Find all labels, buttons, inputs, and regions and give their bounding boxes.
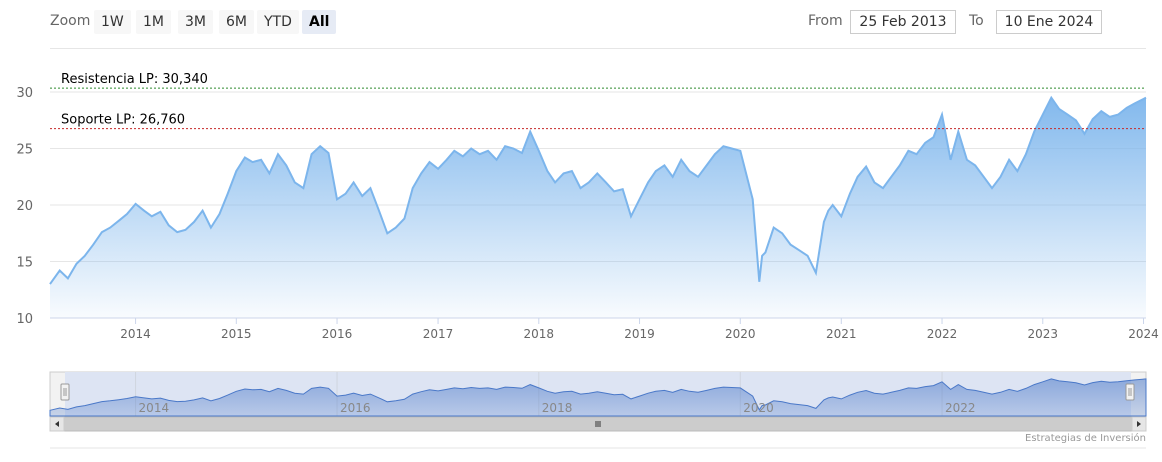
x-tick-label: 2016 bbox=[322, 327, 353, 341]
y-tick-label: 15 bbox=[16, 256, 33, 271]
price-line bbox=[49, 95, 1147, 285]
x-tick-label: 2019 bbox=[624, 327, 655, 341]
navigator-label: 2016 bbox=[340, 401, 371, 415]
x-tick-label: 2021 bbox=[826, 327, 857, 341]
from-label: From bbox=[808, 13, 843, 29]
x-tick-label: 2017 bbox=[423, 327, 454, 341]
x-tick-label: 2024 bbox=[1128, 327, 1159, 341]
y-tick-label: 25 bbox=[16, 143, 33, 158]
to-date-input[interactable]: 10 Ene 2024 bbox=[996, 10, 1102, 34]
toolbar-divider bbox=[50, 48, 1146, 49]
y-axis-labels: 10 15 20 25 30 bbox=[16, 86, 33, 327]
chart-credit: Estrategias de Inversión bbox=[1025, 433, 1146, 444]
range-selector: Zoom 1W 1M 3M 6M YTD All From 25 Feb 201… bbox=[0, 0, 1162, 44]
zoom-ytd-button[interactable]: YTD bbox=[257, 10, 299, 34]
navigator-label: 2020 bbox=[743, 401, 774, 415]
navigator-left-handle[interactable] bbox=[60, 383, 70, 401]
x-tick-label: 2015 bbox=[221, 327, 252, 341]
price-area bbox=[50, 97, 1146, 318]
zoom-1w-button[interactable]: 1W bbox=[94, 10, 131, 34]
x-tick-label: 2014 bbox=[120, 327, 151, 341]
y-tick-label: 10 bbox=[16, 312, 33, 327]
zoom-3m-button[interactable]: 3M bbox=[178, 10, 213, 34]
navigator[interactable]: 2014 2016 2018 2020 2022 bbox=[49, 371, 1147, 418]
x-tick-label: 2020 bbox=[725, 327, 756, 341]
y-tick-label: 20 bbox=[16, 199, 33, 214]
scrollbar[interactable] bbox=[49, 416, 1147, 432]
arrow-right-icon bbox=[1137, 421, 1141, 427]
navigator-label: 2018 bbox=[542, 401, 573, 415]
x-tick-label: 2023 bbox=[1028, 327, 1059, 341]
navigator-right-handle[interactable] bbox=[1125, 383, 1135, 401]
zoom-6m-button[interactable]: 6M bbox=[219, 10, 254, 34]
x-tick-label: 2018 bbox=[524, 327, 555, 341]
y-tick-label: 30 bbox=[16, 86, 33, 101]
arrow-left-icon bbox=[55, 421, 59, 427]
navigator-area bbox=[49, 378, 1147, 417]
to-label: To bbox=[969, 13, 984, 29]
from-date-input[interactable]: 25 Feb 2013 bbox=[850, 10, 956, 34]
navigator-label: 2014 bbox=[139, 401, 170, 415]
navigator-label: 2022 bbox=[945, 401, 976, 415]
reference-line-label: Soporte LP: 26,760 bbox=[61, 113, 185, 128]
x-tick-label: 2022 bbox=[927, 327, 958, 341]
x-axis-ticks: 2014 2015 2016 2017 2018 2019 2020 2021 2022 2023… bbox=[120, 318, 1159, 341]
zoom-all-button[interactable]: All bbox=[302, 10, 337, 34]
reference-lines: Resistencia LP: 30,340 Soporte LP: 26,760 bbox=[50, 72, 1146, 130]
zoom-label: Zoom bbox=[50, 13, 91, 29]
zoom-1m-button[interactable]: 1M bbox=[136, 10, 171, 34]
navigator-labels: 2014 2016 2018 2020 2022 bbox=[139, 401, 976, 415]
reference-line-label: Resistencia LP: 30,340 bbox=[61, 72, 208, 87]
